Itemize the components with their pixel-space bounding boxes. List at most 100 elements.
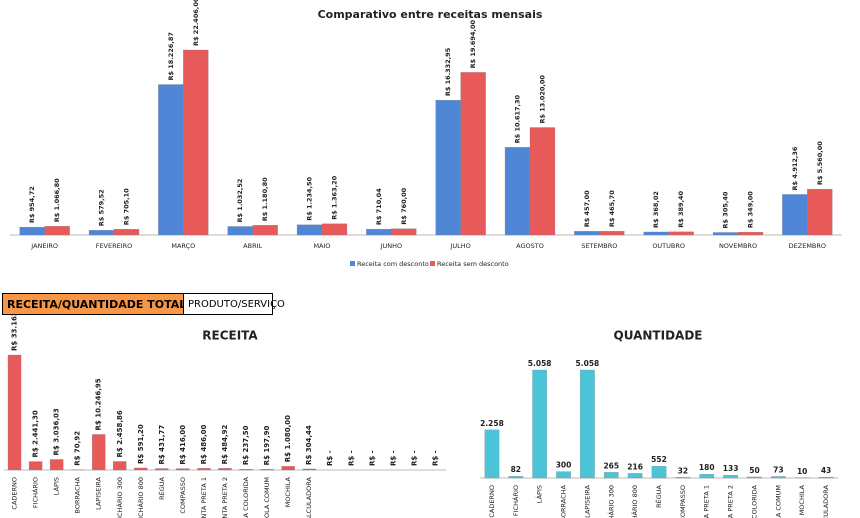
value-label: R$ 237,50 bbox=[242, 425, 250, 465]
x-tick-label: HÁRIO 800 bbox=[630, 485, 639, 518]
bar bbox=[504, 147, 531, 236]
bar bbox=[227, 226, 253, 236]
bar bbox=[580, 369, 595, 479]
value-label: R$ 486,00 bbox=[200, 424, 208, 464]
bar bbox=[818, 476, 834, 479]
chart-title: QUANTIDADE bbox=[614, 329, 703, 343]
value-label: R$ 591,20 bbox=[137, 424, 145, 464]
bar bbox=[134, 467, 148, 471]
value-label: R$ 10.617,30 bbox=[514, 94, 522, 143]
x-tick-label: HÁRIO 300 bbox=[606, 485, 615, 518]
value-label: R$ 760,00 bbox=[400, 187, 408, 224]
bar bbox=[771, 476, 786, 479]
bar bbox=[737, 231, 764, 236]
bar bbox=[7, 354, 22, 471]
value-label: R$ 33.162,41 bbox=[11, 299, 19, 351]
bar bbox=[599, 231, 625, 236]
value-label: R$ 1.363,20 bbox=[330, 175, 338, 219]
bar bbox=[532, 369, 547, 479]
value-label: R$ 579,52 bbox=[98, 189, 106, 226]
value-label: R$ 389,40 bbox=[677, 190, 685, 227]
bar bbox=[296, 224, 323, 236]
bar bbox=[574, 231, 600, 236]
value-label: R$ - bbox=[326, 450, 334, 466]
x-tick-label: FEVEREIRO bbox=[96, 242, 133, 250]
x-tick-label: LA COMUM bbox=[774, 485, 782, 518]
value-label: 82 bbox=[511, 465, 521, 474]
bar bbox=[699, 474, 715, 479]
bar bbox=[49, 459, 64, 471]
x-tick-label: MARÇO bbox=[171, 242, 195, 250]
value-label: R$ 16.332,95 bbox=[444, 47, 452, 96]
x-tick-label: COMPASSO bbox=[679, 485, 687, 518]
x-tick-label: AGOSTO bbox=[516, 242, 544, 250]
value-label: 43 bbox=[821, 466, 831, 475]
value-label: R$ 305,40 bbox=[722, 191, 730, 228]
value-label: R$ - bbox=[389, 450, 397, 466]
value-label: 5.058 bbox=[576, 359, 600, 368]
x-tick-label: TA PRETA 2 bbox=[727, 485, 735, 518]
value-label: 552 bbox=[651, 455, 667, 464]
value-label: 73 bbox=[773, 465, 783, 474]
x-tick-label: RÉGUA bbox=[157, 476, 166, 499]
value-label: R$ 1.032,52 bbox=[236, 179, 244, 223]
x-tick-label: LÁPIS bbox=[535, 485, 544, 503]
x-tick-label: BORRACHA bbox=[74, 476, 82, 513]
x-tick-label: MOCHILA bbox=[284, 476, 292, 507]
x-tick-label: CULADORA bbox=[822, 484, 830, 518]
value-label: R$ 2.441,30 bbox=[32, 410, 40, 457]
x-tick-label: COMPASSO bbox=[179, 477, 187, 514]
legend-swatch bbox=[430, 261, 435, 266]
value-label: R$ - bbox=[431, 450, 439, 466]
x-tick-label: FICHÁRIO 800 bbox=[136, 477, 145, 518]
legend-label: Receita com desconto bbox=[357, 260, 429, 268]
bar bbox=[782, 194, 808, 236]
value-label: R$ 705,10 bbox=[122, 188, 130, 225]
value-label: 50 bbox=[749, 466, 759, 475]
value-label: R$ 465,70 bbox=[608, 190, 616, 227]
value-label: R$ 13.020,00 bbox=[538, 75, 546, 124]
bar bbox=[460, 72, 486, 236]
bar bbox=[28, 461, 43, 471]
value-label: 300 bbox=[556, 461, 572, 470]
value-label: R$ 3.036,03 bbox=[53, 408, 61, 455]
value-label: R$ - bbox=[347, 450, 355, 466]
value-label: 265 bbox=[603, 461, 619, 470]
chart-title: Comparativo entre receitas mensais bbox=[318, 8, 543, 21]
value-label: R$ 710,04 bbox=[375, 188, 383, 225]
bar bbox=[155, 468, 169, 471]
x-tick-label: A COLORIDA bbox=[750, 484, 758, 518]
bar bbox=[218, 468, 232, 471]
x-tick-label: SETEMBRO bbox=[581, 242, 617, 250]
value-label: R$ 304,44 bbox=[305, 425, 313, 465]
value-label: R$ 70,92 bbox=[74, 431, 82, 466]
bar bbox=[252, 225, 278, 236]
x-tick-label: LAPISEIRA bbox=[95, 476, 103, 509]
value-label: 180 bbox=[699, 463, 715, 472]
x-tick-label: LAPISEIRA bbox=[583, 484, 591, 517]
x-tick-label: LA COLORIDA bbox=[242, 476, 250, 518]
value-label: R$ 197,90 bbox=[263, 425, 271, 465]
x-tick-label: ALCULADORA bbox=[305, 476, 313, 518]
x-tick-label: JULHO bbox=[450, 242, 471, 250]
legend-swatch bbox=[350, 261, 355, 266]
header-value[interactable]: PRODUTO/SERVIÇO bbox=[183, 293, 285, 315]
bar bbox=[651, 466, 667, 479]
value-label: R$ 349,00 bbox=[746, 191, 754, 228]
bar bbox=[281, 466, 295, 471]
x-tick-label: RÉGUA bbox=[654, 484, 663, 507]
x-tick-label: MAIO bbox=[313, 242, 330, 250]
x-tick-label: NTA PRETA 2 bbox=[221, 477, 229, 518]
bar bbox=[260, 469, 274, 471]
bar bbox=[712, 232, 739, 236]
value-label: R$ 1.234,50 bbox=[306, 176, 314, 220]
bar bbox=[484, 429, 500, 479]
x-tick-label: MOCHILA bbox=[798, 484, 806, 515]
x-tick-label: FICHÁRIO bbox=[511, 485, 520, 516]
bar bbox=[723, 475, 738, 479]
x-tick-label: CADERNO bbox=[11, 477, 19, 510]
value-label: R$ 1.080,00 bbox=[284, 415, 292, 462]
x-tick-label: JANEIRO bbox=[30, 242, 58, 250]
